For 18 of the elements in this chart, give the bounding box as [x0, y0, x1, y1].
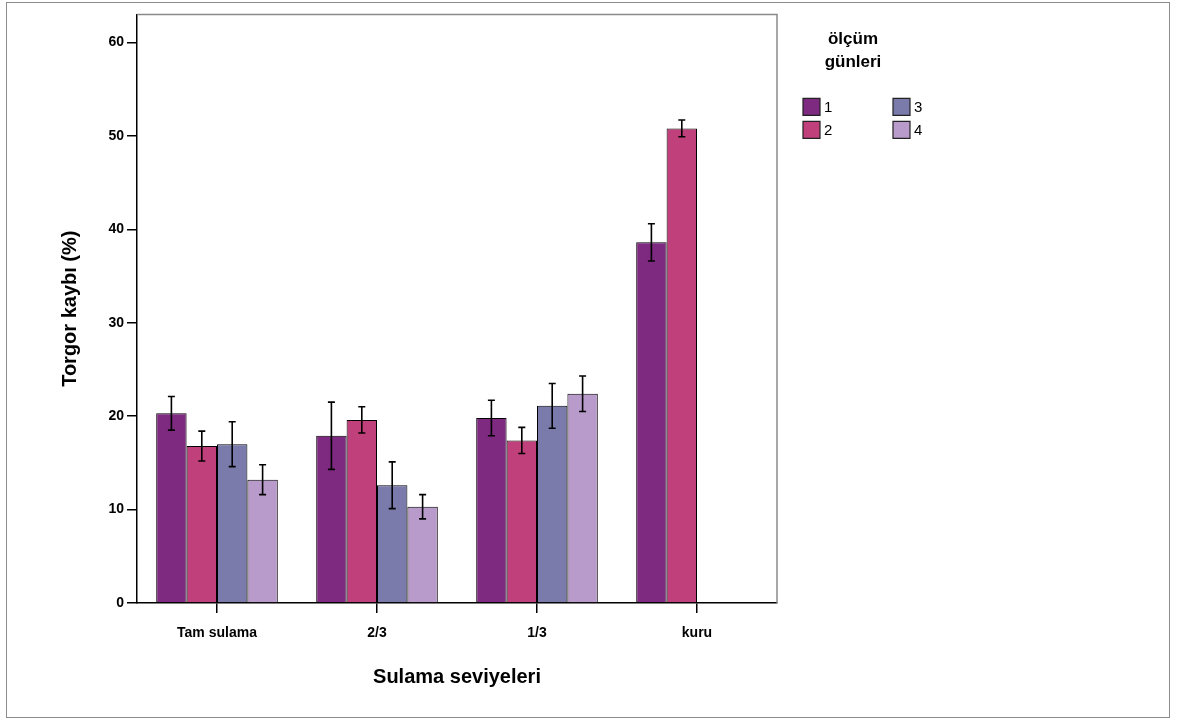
y-tick-label: 60 — [108, 33, 125, 50]
x-tick-label: Tam sulama — [177, 624, 258, 641]
x-tick-label: kuru — [681, 624, 713, 641]
y-tick-label: 20 — [108, 407, 125, 423]
legend-label: 1 — [824, 97, 833, 115]
y-tick-label: 0 — [116, 593, 125, 610]
y-tick-label: 10 — [108, 500, 125, 517]
y-tick-label: 30 — [108, 313, 125, 330]
x-axis-title: Sulama seviyeleri — [373, 664, 541, 687]
legend-title: ölçüm günleri — [824, 29, 882, 72]
x-tick-label: 1/3 — [527, 624, 547, 641]
legend-label: 2 — [824, 120, 833, 138]
y-tick-label: 40 — [108, 220, 125, 237]
legend-label: 4 — [914, 120, 923, 138]
x-tick-label: 2/3 — [367, 624, 387, 641]
y-tick-label: 50 — [108, 126, 125, 143]
y-axis-title: Torgor kaybı (%) — [57, 230, 80, 387]
legend-label: 3 — [914, 97, 923, 115]
